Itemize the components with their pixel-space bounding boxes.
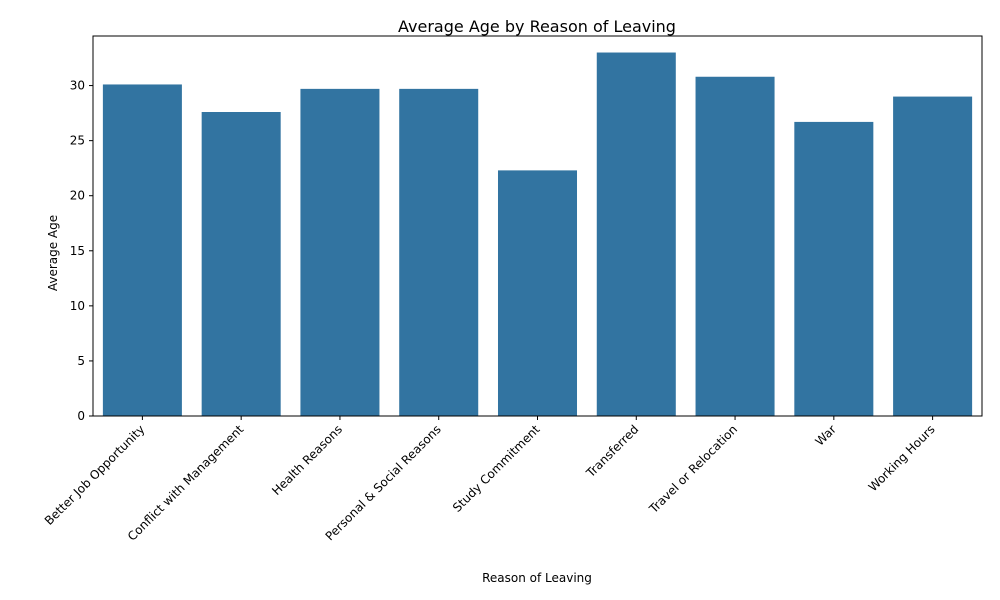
y-tick-label: 5 xyxy=(77,354,85,368)
x-tick-label: Study Commitment xyxy=(450,422,543,515)
bar-study-commitment xyxy=(497,170,578,416)
plot-frame xyxy=(92,35,983,417)
chart-title: Average Age by Reason of Leaving xyxy=(398,17,676,36)
bar-transferred xyxy=(596,52,676,417)
x-tick-label: Health Reasons xyxy=(269,422,345,498)
y-tick-label: 20 xyxy=(70,189,85,203)
x-tick-label: Conflict with Management xyxy=(125,422,247,544)
y-tick-label: 15 xyxy=(70,244,85,258)
y-tick-label: 0 xyxy=(77,409,85,423)
x-axis-label: Reason of Leaving xyxy=(482,571,592,585)
bars-group xyxy=(102,52,973,417)
x-tick-label: Working Hours xyxy=(866,422,938,494)
y-tick-label: 10 xyxy=(70,299,85,313)
bar-working-hours xyxy=(893,96,973,416)
bar-personal-social-reasons xyxy=(399,88,479,417)
x-tick-label: Transferred xyxy=(583,422,641,480)
bar-travel-or-relocation xyxy=(695,76,775,416)
x-tick-label: Personal & Social Reasons xyxy=(323,422,444,543)
x-tick-label: War xyxy=(813,422,839,448)
y-axis-label: Average Age xyxy=(46,215,60,291)
y-tick-label: 30 xyxy=(70,79,85,93)
bar-conflict-with-management xyxy=(201,112,281,416)
x-tick-label: Better Job Opportunity xyxy=(42,422,148,528)
x-tick-label: Travel or Relocation xyxy=(646,422,740,516)
bar-better-job-opportunity xyxy=(102,84,182,417)
axes-frame xyxy=(92,35,983,417)
bar-health-reasons xyxy=(300,88,380,417)
bar-war xyxy=(794,121,874,416)
y-axis: 0 5 10 15 20 25 30 xyxy=(70,79,93,423)
y-tick-label: 25 xyxy=(70,134,85,148)
